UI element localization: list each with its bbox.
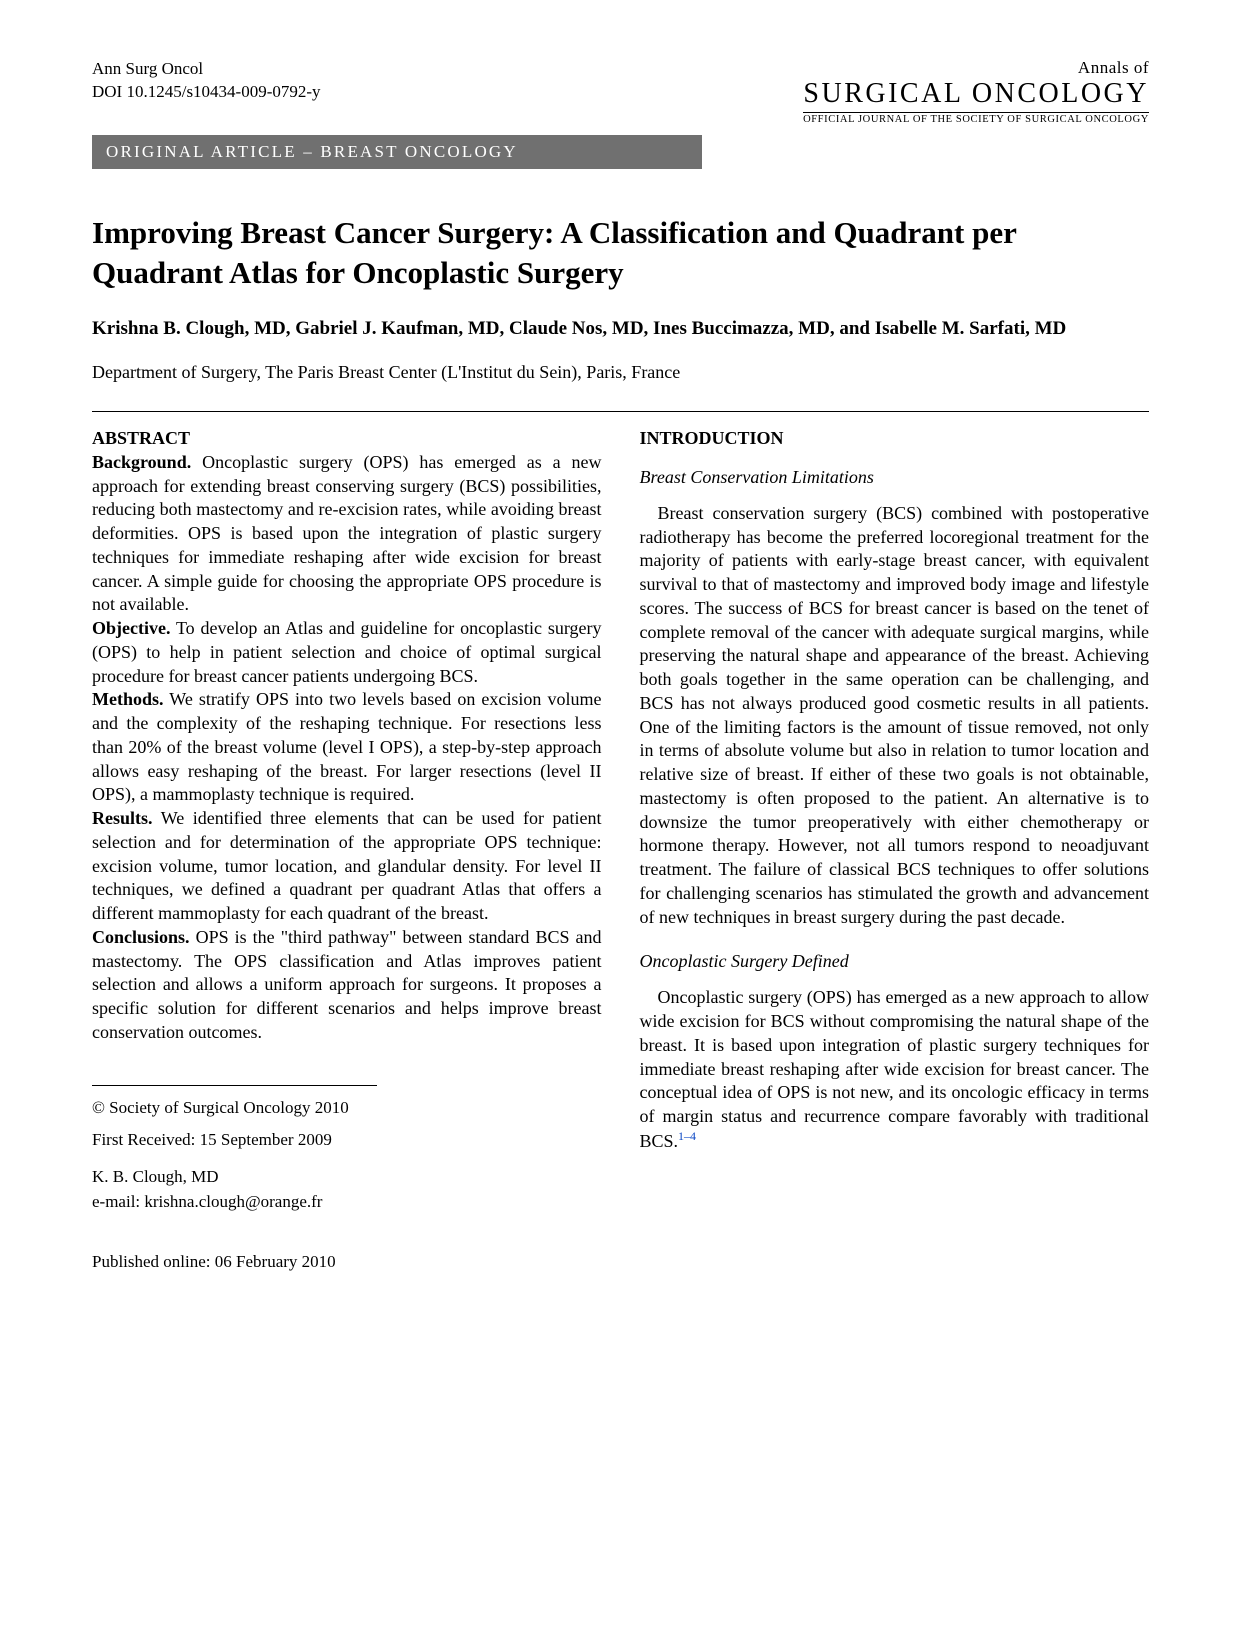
subsection-1-heading: Breast Conservation Limitations: [640, 467, 1150, 488]
abstract-results-text: We identified three elements that can be…: [92, 808, 602, 923]
abstract-objective: Objective. To develop an Atlas and guide…: [92, 617, 602, 688]
running-head-left: Ann Surg Oncol DOI 10.1245/s10434-009-07…: [92, 58, 321, 104]
published-online: Published online: 06 February 2010: [92, 1250, 602, 1275]
corresponding-email: e-mail: krishna.clough@orange.fr: [92, 1190, 602, 1215]
article-footer: © Society of Surgical Oncology 2010 Firs…: [92, 1085, 602, 1275]
affiliation: Department of Surgery, The Paris Breast …: [92, 362, 1149, 383]
abstract-conclusions: Conclusions. OPS is the "third pathway" …: [92, 926, 602, 1045]
abstract-results: Results. We identified three elements th…: [92, 807, 602, 926]
abstract-methods-text: We stratify OPS into two levels based on…: [92, 689, 602, 804]
running-head: Ann Surg Oncol DOI 10.1245/s10434-009-07…: [92, 58, 1149, 125]
introduction-heading: INTRODUCTION: [640, 428, 1150, 449]
abstract-results-label: Results.: [92, 808, 153, 828]
abstract-conclusions-label: Conclusions.: [92, 927, 190, 947]
article-title: Improving Breast Cancer Surgery: A Class…: [92, 213, 1149, 292]
left-column: ABSTRACT Background. Oncoplastic surgery…: [92, 428, 602, 1275]
copyright: © Society of Surgical Oncology 2010: [92, 1096, 602, 1121]
subsection-2-body: Oncoplastic surgery (OPS) has emerged as…: [640, 986, 1150, 1153]
doi: DOI 10.1245/s10434-009-0792-y: [92, 81, 321, 104]
journal-brand-title: SURGICAL ONCOLOGY: [803, 78, 1149, 110]
subsection-2-heading: Oncoplastic Surgery Defined: [640, 951, 1150, 972]
abstract-objective-label: Objective.: [92, 618, 170, 638]
journal-brand: Annals of SURGICAL ONCOLOGY OFFICIAL JOU…: [803, 58, 1149, 125]
corresponding-author: K. B. Clough, MD: [92, 1165, 602, 1190]
subsection-1-body: Breast conservation surgery (BCS) combin…: [640, 502, 1150, 930]
right-column: INTRODUCTION Breast Conservation Limitat…: [640, 428, 1150, 1275]
journal-brand-sub-wrap: OFFICIAL JOURNAL OF THE SOCIETY OF SURGI…: [803, 112, 1149, 125]
journal-abbrev: Ann Surg Oncol: [92, 58, 321, 81]
author-list: Krishna B. Clough, MD, Gabriel J. Kaufma…: [92, 316, 1149, 342]
journal-annals: Annals of: [803, 58, 1149, 78]
citation-marker: 1–4: [678, 1129, 696, 1143]
abstract-block: ABSTRACT Background. Oncoplastic surgery…: [92, 428, 602, 1045]
abstract-background: Background. Oncoplastic surgery (OPS) ha…: [92, 451, 602, 617]
journal-brand-sub: OFFICIAL JOURNAL OF THE SOCIETY OF SURGI…: [803, 114, 1149, 125]
article-category-bar: ORIGINAL ARTICLE – BREAST ONCOLOGY: [92, 135, 702, 169]
two-column-body: ABSTRACT Background. Oncoplastic surgery…: [92, 428, 1149, 1275]
abstract-heading: ABSTRACT: [92, 428, 602, 449]
abstract-methods: Methods. We stratify OPS into two levels…: [92, 688, 602, 807]
abstract-background-label: Background.: [92, 452, 191, 472]
footer-rule: [92, 1085, 377, 1086]
page: Ann Surg Oncol DOI 10.1245/s10434-009-07…: [0, 0, 1241, 1648]
title-rule: [92, 411, 1149, 412]
citation-link[interactable]: 1–4: [678, 1131, 696, 1151]
first-received: First Received: 15 September 2009: [92, 1128, 602, 1153]
abstract-background-text: Oncoplastic surgery (OPS) has emerged as…: [92, 452, 602, 615]
abstract-methods-label: Methods.: [92, 689, 164, 709]
subsection-2-text: Oncoplastic surgery (OPS) has emerged as…: [640, 987, 1150, 1151]
